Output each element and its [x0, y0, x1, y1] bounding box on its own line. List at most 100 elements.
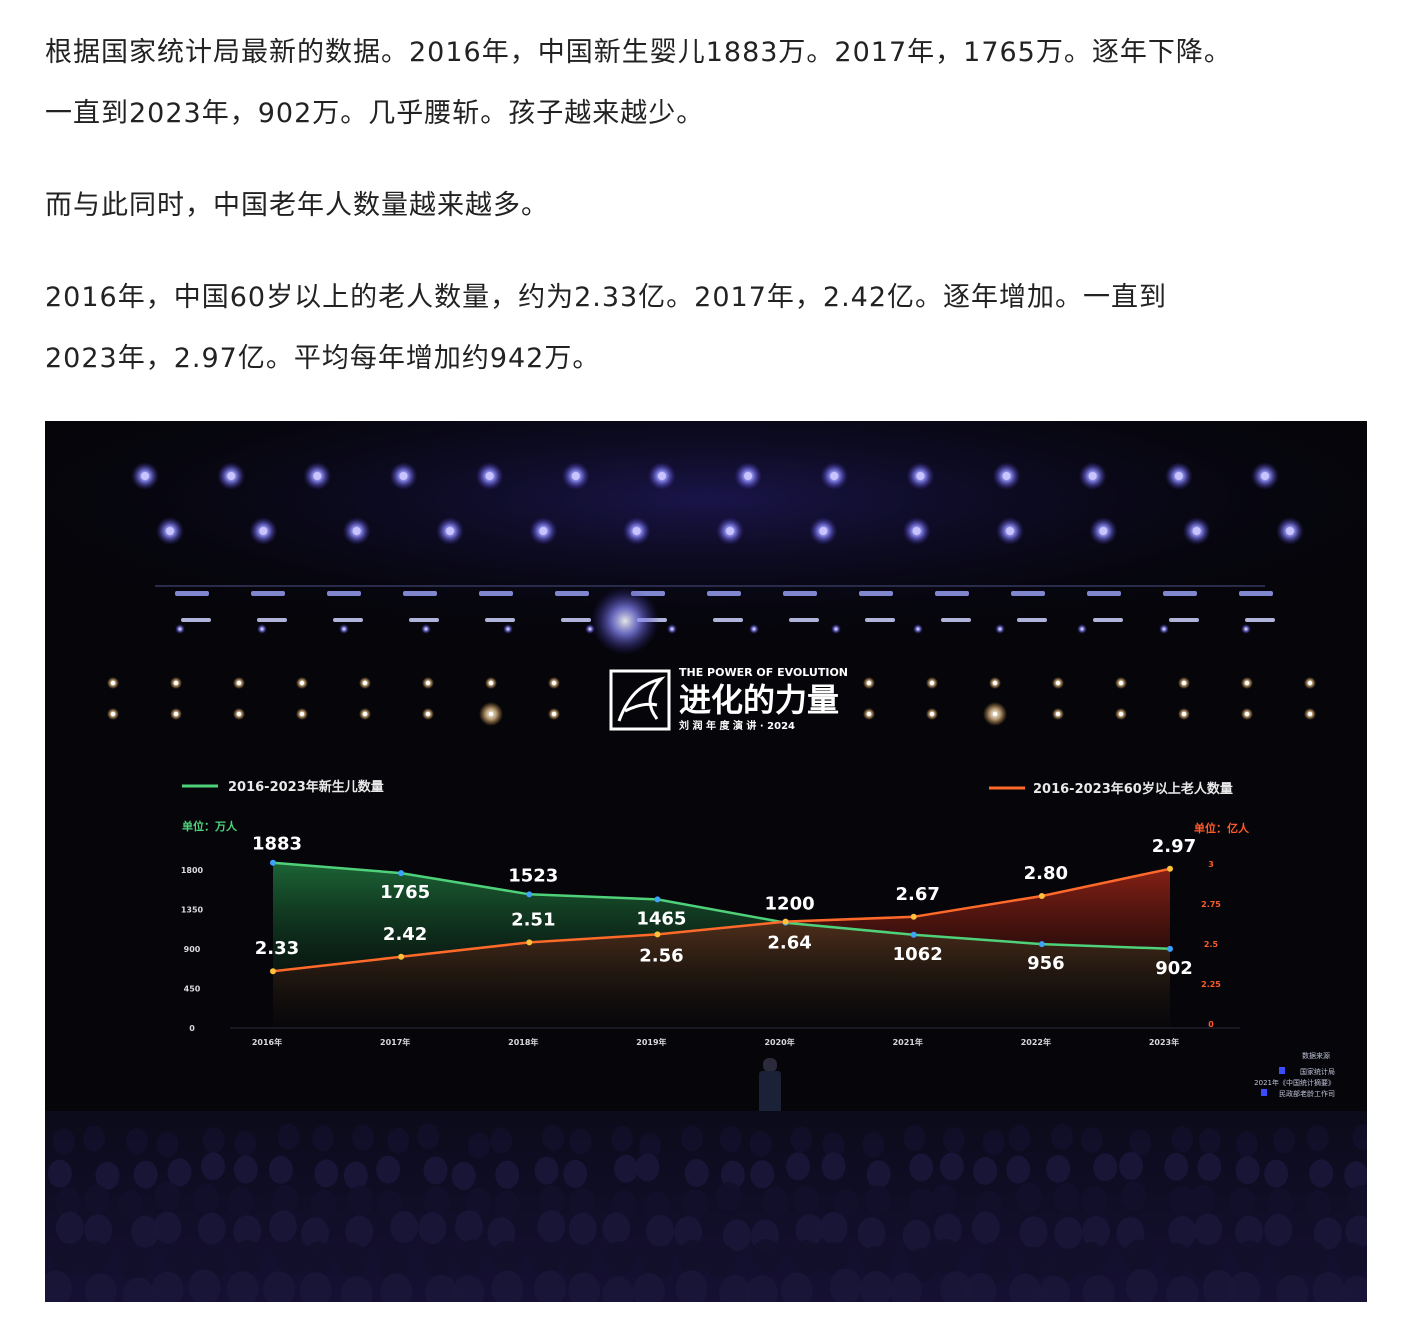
audience-head	[465, 1187, 492, 1218]
x-axis-tick: 2017年	[380, 1037, 410, 1047]
lighting-rig	[107, 462, 1316, 726]
audience-head	[303, 1241, 334, 1276]
audience-head	[491, 1270, 524, 1302]
audience-head	[1019, 1216, 1048, 1249]
audience-head	[719, 1274, 752, 1302]
ceiling-light-core	[313, 472, 322, 480]
ceiling-light-core	[539, 527, 548, 535]
warm-light-core	[236, 711, 242, 717]
audience-head	[1273, 1127, 1296, 1154]
elderly-point	[1038, 893, 1045, 899]
elderly-point	[1167, 865, 1173, 872]
truss-light	[503, 624, 513, 634]
audience-head	[1235, 1156, 1260, 1185]
audience-head	[635, 1153, 660, 1182]
left-axis-tick: 900	[184, 945, 201, 954]
logo-sub-text: 刘 润 年 度 演 讲 · 2024	[679, 719, 795, 732]
ceiling-light-core	[399, 472, 408, 480]
audience-head	[345, 1215, 374, 1248]
left-axis-tick: 1350	[181, 906, 204, 915]
audience-head	[534, 1156, 559, 1185]
source-title: 数据来源	[1302, 1051, 1330, 1060]
strip-light	[257, 618, 287, 622]
audience-head	[1276, 1274, 1309, 1302]
strip-light	[561, 618, 591, 622]
audience-head	[857, 1217, 886, 1250]
audience-head	[795, 1214, 824, 1247]
elderly-point	[654, 931, 661, 938]
audience-head	[1161, 1242, 1192, 1277]
ceiling-light-core	[1261, 472, 1269, 480]
strip-light	[935, 591, 969, 596]
newborn-data-label: 1883	[252, 834, 302, 855]
audience-head	[819, 1212, 848, 1245]
warm-light-core	[425, 711, 431, 717]
strip-light	[1011, 591, 1045, 596]
strip-light	[555, 591, 589, 596]
truss-light	[1159, 624, 1169, 634]
audience-head	[1197, 1153, 1222, 1182]
audience-head	[340, 1276, 373, 1302]
audience-head	[605, 1241, 636, 1276]
audience-head	[611, 1125, 634, 1152]
audience-head	[677, 1239, 708, 1274]
audience-head	[492, 1240, 523, 1275]
stage-photo: THE POWER OF EVOLUTION 进化的力量 刘 润 年 度 演 讲…	[45, 421, 1367, 1302]
ceiling-light-core	[916, 472, 925, 480]
warm-light-core	[110, 680, 116, 686]
audience-head	[602, 1276, 635, 1302]
ceiling-light-core	[1002, 472, 1011, 480]
audience-head	[793, 1184, 820, 1215]
ceiling-light-core	[744, 472, 753, 480]
audience-head	[903, 1125, 926, 1152]
warm-light-core	[551, 711, 557, 717]
strip-light	[789, 618, 819, 622]
truss-light	[749, 624, 759, 634]
strip-light	[333, 618, 363, 622]
warm-light-core	[173, 680, 179, 686]
audience-head	[336, 1242, 367, 1277]
audience-head	[227, 1187, 254, 1218]
audience-head	[84, 1214, 113, 1247]
audience-head	[1169, 1186, 1196, 1217]
audience-head	[933, 1213, 962, 1246]
audience-head	[940, 1271, 973, 1302]
left-axis-tick: 1800	[181, 866, 204, 875]
elderly-point	[270, 968, 276, 975]
audience-head	[343, 1161, 368, 1190]
warm-light-core	[236, 680, 242, 686]
warm-light-core	[488, 680, 494, 686]
audience-head	[1189, 1184, 1216, 1215]
audience-head	[681, 1125, 704, 1152]
left-axis-tick: 450	[184, 985, 201, 994]
audience-head	[829, 1268, 862, 1302]
audience-head	[301, 1217, 330, 1250]
audience-head	[1082, 1275, 1115, 1302]
audience-head	[1352, 1124, 1367, 1151]
warm-light-core	[1181, 680, 1187, 686]
right-axis-tick: 2.25	[1201, 980, 1221, 989]
logo-top-text: THE POWER OF EVOLUTION	[679, 666, 848, 679]
audience-head	[455, 1210, 484, 1243]
data-source: 数据来源 国家统计局 2021年《中国统计摘要》 民政部老龄工作司	[1254, 1051, 1335, 1098]
audience-head	[1267, 1188, 1294, 1219]
ceiling-light-core	[819, 527, 828, 535]
audience-head	[749, 1130, 772, 1157]
paragraph-1-line-1: 根据国家统计局最新的数据。2016年，中国新生婴儿1883万。2017年，176…	[45, 37, 1232, 68]
audience-head	[425, 1274, 458, 1302]
warm-light-core	[1055, 680, 1061, 686]
audience-head	[1344, 1161, 1367, 1190]
elderly-data-label: 2.67	[896, 884, 940, 905]
audience-head	[232, 1239, 263, 1274]
ceiling-light-core	[1006, 527, 1014, 535]
ceiling-light-core	[1088, 472, 1097, 480]
x-axis-tick: 2022年	[1021, 1037, 1051, 1047]
audience-head	[188, 1269, 221, 1302]
audience-head	[639, 1132, 662, 1159]
audience-head	[47, 1159, 72, 1188]
legend-elderly-label: 2016-2023年60岁以上老人数量	[1033, 781, 1233, 797]
ceiling-light-core	[166, 527, 174, 535]
x-axis-tick: 2018年	[508, 1037, 538, 1047]
ceiling-light-core	[1174, 472, 1183, 480]
audience-head	[971, 1211, 1000, 1244]
